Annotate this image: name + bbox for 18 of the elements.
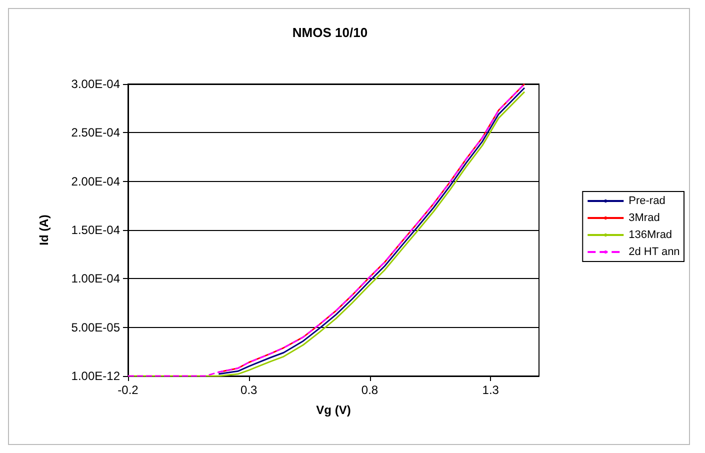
y-tick-label: 1.50E-04 xyxy=(71,223,120,237)
x-axis-title: Vg (V) xyxy=(316,403,351,417)
legend-label: 136Mrad xyxy=(628,229,672,241)
legend-label: 3Mrad xyxy=(628,212,660,224)
y-tick-label: 1.00E-04 xyxy=(71,272,120,286)
x-tick-label: -0.2 xyxy=(118,383,139,397)
x-tick-label: 0.8 xyxy=(361,383,378,397)
x-tick-label: 0.3 xyxy=(240,383,258,397)
y-tick-label: 5.00E-05 xyxy=(71,320,120,334)
legend-label: 2d HT ann xyxy=(628,246,680,258)
legend-label: Pre-rad xyxy=(628,195,666,207)
y-axis-title: Id (A) xyxy=(37,214,51,246)
x-tick-label: 1.3 xyxy=(482,383,500,397)
y-tick-label: 2.50E-04 xyxy=(71,126,120,140)
chart-title: NMOS 10/10 xyxy=(292,25,368,40)
y-tick-label: 2.00E-04 xyxy=(71,174,120,188)
y-tick-label: 1.00E-12 xyxy=(71,369,120,383)
y-tick-label: 3.00E-04 xyxy=(71,77,120,91)
